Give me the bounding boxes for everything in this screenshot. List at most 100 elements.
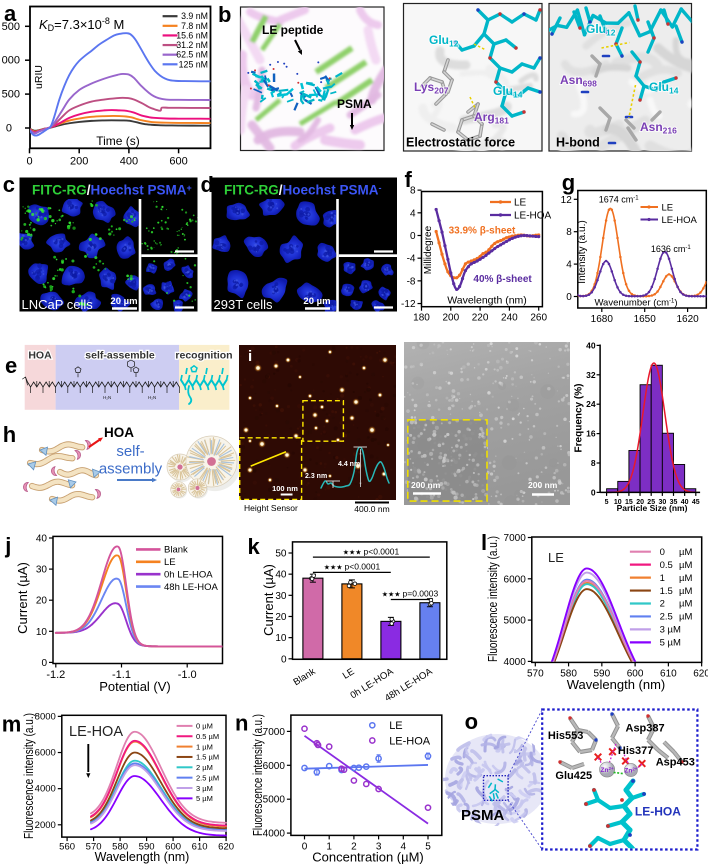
svg-text:45: 45 bbox=[692, 499, 700, 506]
svg-text:0: 0 bbox=[41, 658, 47, 669]
svg-text:µM: µM bbox=[679, 573, 692, 584]
svg-text:Glu425: Glu425 bbox=[555, 770, 592, 782]
svg-text:µM: µM bbox=[679, 612, 692, 623]
svg-text:g: g bbox=[562, 170, 575, 195]
svg-text:30: 30 bbox=[659, 499, 667, 506]
svg-text:600: 600 bbox=[169, 155, 187, 167]
svg-text:-1.0: -1.0 bbox=[178, 669, 197, 681]
svg-text:10: 10 bbox=[275, 633, 287, 644]
svg-text:HOA: HOA bbox=[28, 350, 52, 362]
svg-text:4: 4 bbox=[401, 841, 407, 852]
svg-text:1650: 1650 bbox=[634, 314, 657, 325]
svg-text:LE: LE bbox=[164, 557, 176, 568]
svg-text:0: 0 bbox=[281, 654, 287, 665]
svg-text:10: 10 bbox=[36, 627, 48, 638]
svg-text:µM: µM bbox=[679, 599, 692, 610]
svg-text:l: l bbox=[481, 530, 487, 555]
svg-text:e: e bbox=[5, 353, 17, 378]
svg-text:40: 40 bbox=[586, 340, 596, 350]
svg-text:-1.1: -1.1 bbox=[112, 669, 131, 681]
svg-text:600: 600 bbox=[165, 842, 181, 853]
svg-text:620: 620 bbox=[218, 842, 234, 853]
svg-text:Height Sensor: Height Sensor bbox=[244, 503, 298, 513]
svg-text:2.5: 2.5 bbox=[660, 612, 673, 623]
svg-text:10: 10 bbox=[614, 499, 622, 506]
svg-text:1.5: 1.5 bbox=[660, 586, 673, 597]
svg-text:Blank: Blank bbox=[164, 545, 188, 556]
svg-text:40: 40 bbox=[275, 570, 287, 581]
svg-text:125 nM: 125 nM bbox=[179, 59, 208, 69]
svg-text:6000: 6000 bbox=[35, 748, 56, 759]
svg-text:-12: -12 bbox=[401, 299, 416, 310]
svg-text:self-: self- bbox=[116, 443, 144, 460]
svg-text:-8: -8 bbox=[407, 276, 416, 287]
svg-text:uRIU: uRIU bbox=[33, 65, 45, 89]
svg-text:d: d bbox=[201, 172, 214, 197]
svg-text:LE-HOA: LE-HOA bbox=[514, 211, 552, 222]
svg-text:240: 240 bbox=[501, 313, 518, 324]
svg-text:FITC-RG/Hoechst PSMA+: FITC-RG/Hoechst PSMA+ bbox=[32, 183, 192, 198]
svg-text:4000: 4000 bbox=[35, 784, 56, 795]
svg-text:4000: 4000 bbox=[263, 829, 286, 840]
svg-text:LE-HOA: LE-HOA bbox=[69, 724, 123, 740]
svg-text:Electrostatic force: Electrostatic force bbox=[406, 136, 515, 150]
svg-text:500: 500 bbox=[2, 89, 20, 101]
svg-text:5 µM: 5 µM bbox=[660, 638, 681, 649]
svg-text:500: 500 bbox=[2, 21, 20, 33]
svg-text:-4: -4 bbox=[407, 254, 416, 265]
svg-text:assembly: assembly bbox=[99, 461, 163, 478]
svg-text:0h LE-HOA: 0h LE-HOA bbox=[164, 569, 213, 580]
svg-text:Frequency (%): Frequency (%) bbox=[574, 384, 585, 453]
svg-text:000: 000 bbox=[2, 55, 20, 67]
svg-text:20 µm: 20 µm bbox=[303, 296, 330, 307]
svg-text:★★★ p=0.0003: ★★★ p=0.0003 bbox=[382, 589, 439, 599]
svg-text:580: 580 bbox=[112, 842, 128, 853]
svg-text:b: b bbox=[218, 2, 231, 27]
svg-text:LE: LE bbox=[548, 550, 564, 565]
svg-text:KD=7.3×10-8 M: KD=7.3×10-8 M bbox=[39, 16, 124, 33]
svg-text:Fluorescence intensity (a.u.): Fluorescence intensity (a.u.) bbox=[21, 713, 36, 839]
svg-text:FITC-RG/Hoechst PSMA-: FITC-RG/Hoechst PSMA- bbox=[224, 183, 382, 198]
svg-text:i: i bbox=[248, 348, 252, 365]
svg-text:Asp387: Asp387 bbox=[626, 723, 665, 735]
svg-text:620: 620 bbox=[693, 668, 708, 679]
svg-text:220: 220 bbox=[472, 313, 489, 324]
svg-text:Time (s): Time (s) bbox=[96, 134, 140, 148]
svg-text:590: 590 bbox=[593, 668, 610, 679]
svg-text:Millidegree: Millidegree bbox=[423, 225, 434, 274]
svg-text:16: 16 bbox=[586, 429, 596, 439]
svg-text:6000: 6000 bbox=[263, 761, 286, 772]
svg-text:LE: LE bbox=[662, 203, 674, 214]
svg-text:7000: 7000 bbox=[504, 533, 527, 544]
svg-text:15.6 nM: 15.6 nM bbox=[176, 30, 208, 40]
svg-text:LE-HOA: LE-HOA bbox=[389, 736, 431, 748]
svg-text:Asp453: Asp453 bbox=[656, 757, 695, 769]
svg-text:3: 3 bbox=[376, 841, 382, 852]
svg-text:0: 0 bbox=[566, 292, 572, 303]
svg-text:★★★ p<0.0001: ★★★ p<0.0001 bbox=[343, 547, 400, 557]
svg-text:Fluorescence intensity (a.u.): Fluorescence intensity (a.u.) bbox=[250, 714, 265, 836]
svg-text:400: 400 bbox=[120, 155, 138, 167]
svg-text:50: 50 bbox=[275, 549, 287, 560]
svg-text:Wavelength (nm): Wavelength (nm) bbox=[95, 850, 190, 864]
svg-text:c: c bbox=[3, 172, 15, 197]
svg-text:1: 1 bbox=[660, 573, 665, 584]
svg-text:15: 15 bbox=[625, 499, 633, 506]
svg-text:20: 20 bbox=[275, 612, 287, 623]
svg-text:µM: µM bbox=[679, 586, 692, 597]
svg-text:H-bond: H-bond bbox=[556, 136, 600, 150]
svg-text:Concentration (µM): Concentration (µM) bbox=[312, 850, 424, 865]
svg-text:0: 0 bbox=[660, 547, 665, 558]
svg-text:8: 8 bbox=[566, 227, 572, 238]
svg-text:0.5 µM: 0.5 µM bbox=[196, 732, 219, 741]
svg-text:610: 610 bbox=[192, 842, 208, 853]
svg-text:1620: 1620 bbox=[676, 314, 699, 325]
svg-text:62.5 nM: 62.5 nM bbox=[176, 50, 208, 60]
svg-text:LE: LE bbox=[341, 666, 357, 681]
svg-text:Fluorescence intensity (a.u.): Fluorescence intensity (a.u.) bbox=[485, 536, 500, 662]
svg-text:LE: LE bbox=[389, 720, 402, 732]
svg-text:8: 8 bbox=[410, 186, 416, 197]
svg-text:570: 570 bbox=[527, 668, 544, 679]
svg-text:o: o bbox=[465, 709, 478, 734]
svg-text:12: 12 bbox=[561, 195, 573, 206]
